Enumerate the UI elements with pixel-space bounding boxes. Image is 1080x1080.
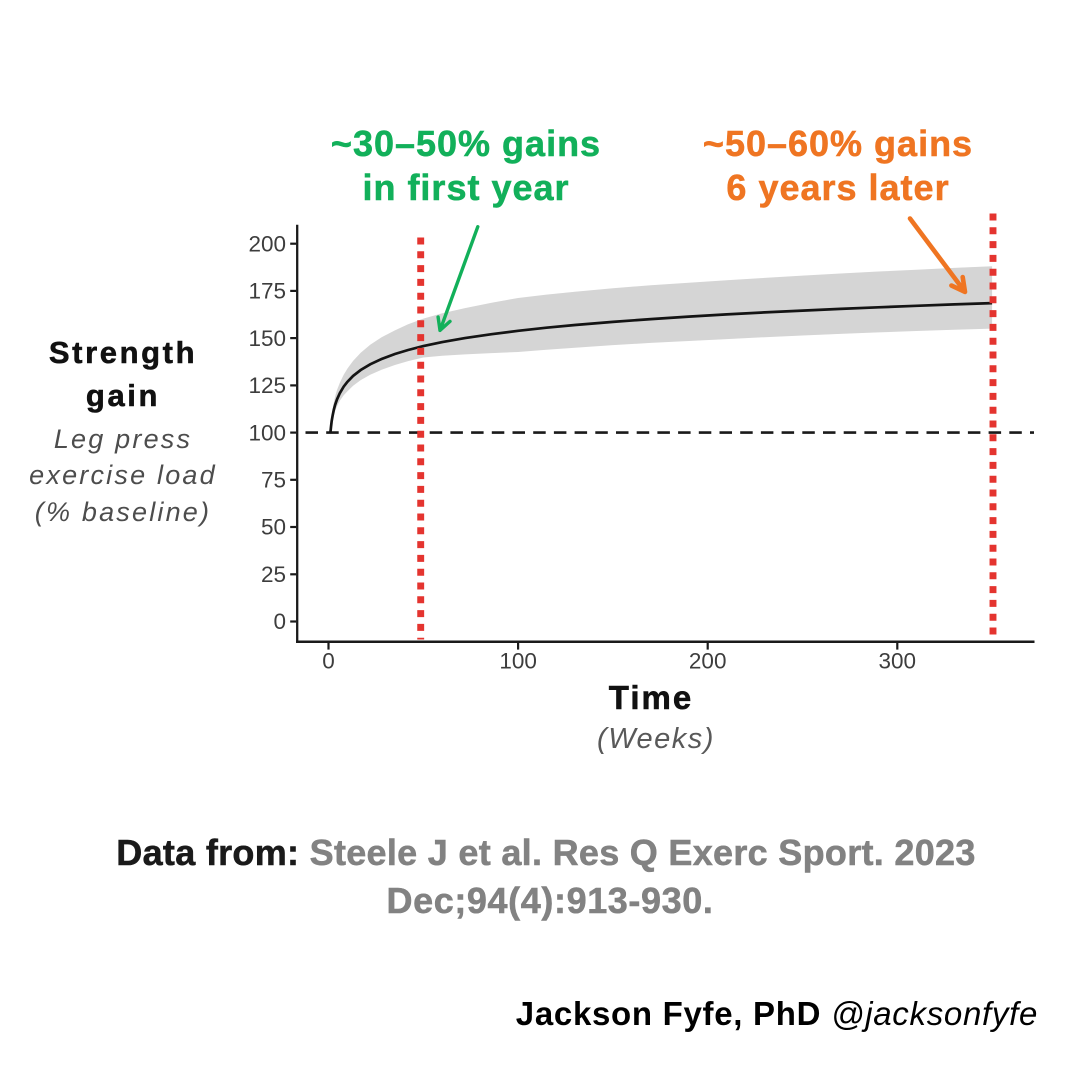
svg-text:100: 100 xyxy=(248,420,286,445)
svg-text:200: 200 xyxy=(248,231,286,256)
svg-text:75: 75 xyxy=(261,468,286,493)
svg-text:175: 175 xyxy=(248,279,286,304)
svg-text:125: 125 xyxy=(248,373,286,398)
svg-text:300: 300 xyxy=(879,649,917,674)
svg-text:25: 25 xyxy=(261,562,286,587)
svg-text:100: 100 xyxy=(499,649,537,674)
svg-text:150: 150 xyxy=(248,326,286,351)
svg-text:0: 0 xyxy=(322,649,335,674)
svg-text:50: 50 xyxy=(261,515,286,540)
svg-text:200: 200 xyxy=(689,649,727,674)
svg-text:0: 0 xyxy=(273,609,286,634)
